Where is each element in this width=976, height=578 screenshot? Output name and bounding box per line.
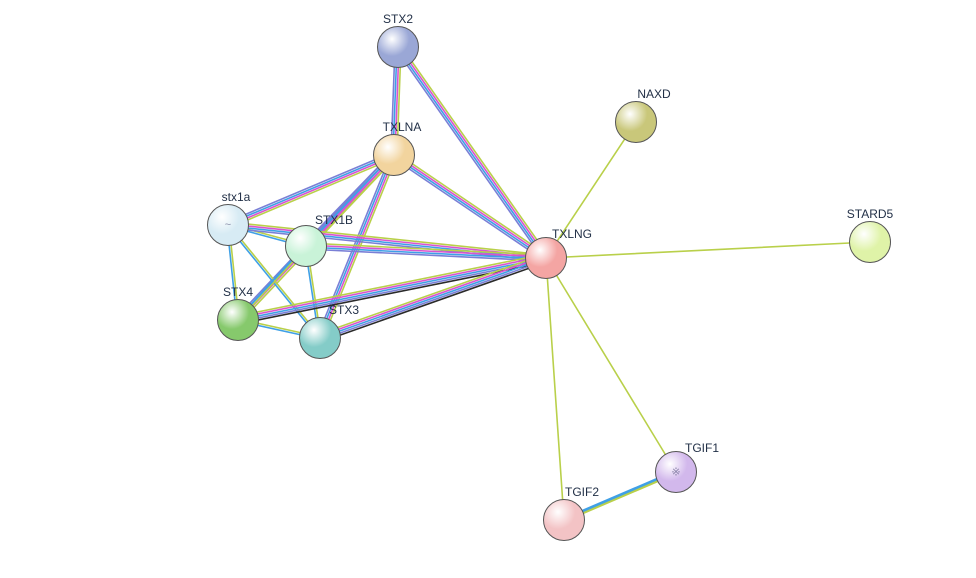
- node-label-tgif2: TGIF2: [565, 485, 599, 499]
- node-txlna[interactable]: [373, 134, 415, 176]
- node-stard5[interactable]: [849, 221, 891, 263]
- network-canvas: ~ ※ STX2 TXLNA NAXD stx1a STX1B TXLNG STARD5 STX…: [0, 0, 976, 578]
- node-label-stard5: STARD5: [847, 207, 893, 221]
- edge: [396, 49, 544, 260]
- edge: [400, 45, 548, 256]
- node-stx4[interactable]: [217, 299, 259, 341]
- edge: [237, 254, 545, 316]
- node-txlng[interactable]: [525, 237, 567, 279]
- node-inner-icon: ※: [671, 466, 680, 479]
- node-stx1b[interactable]: [285, 225, 327, 267]
- node-stx2[interactable]: [377, 26, 419, 68]
- node-tgif2[interactable]: [543, 499, 585, 541]
- node-label-txlna: TXLNA: [383, 120, 422, 134]
- node-tgif1[interactable]: ※: [655, 451, 697, 493]
- edge: [399, 46, 547, 257]
- node-label-stx2: STX2: [383, 12, 413, 26]
- edge: [228, 156, 394, 226]
- edges-layer: [0, 0, 976, 578]
- node-label-stx3: STX3: [329, 303, 359, 317]
- node-inner-icon: ~: [225, 219, 231, 231]
- edge: [546, 242, 870, 258]
- edge: [321, 262, 547, 342]
- edge: [546, 258, 676, 472]
- node-label-stx4: STX4: [223, 285, 253, 299]
- node-label-txlng: TXLNG: [552, 227, 592, 241]
- node-naxd[interactable]: [615, 101, 657, 143]
- node-stx1a[interactable]: ~: [207, 204, 249, 246]
- node-label-stx1a: stx1a: [222, 190, 251, 204]
- node-label-tgif1: TGIF1: [685, 441, 719, 455]
- edge: [546, 258, 564, 520]
- node-label-naxd: NAXD: [637, 87, 670, 101]
- node-label-stx1b: STX1B: [315, 213, 353, 227]
- node-stx3[interactable]: [299, 317, 341, 359]
- edge: [397, 48, 545, 259]
- edge: [396, 153, 548, 256]
